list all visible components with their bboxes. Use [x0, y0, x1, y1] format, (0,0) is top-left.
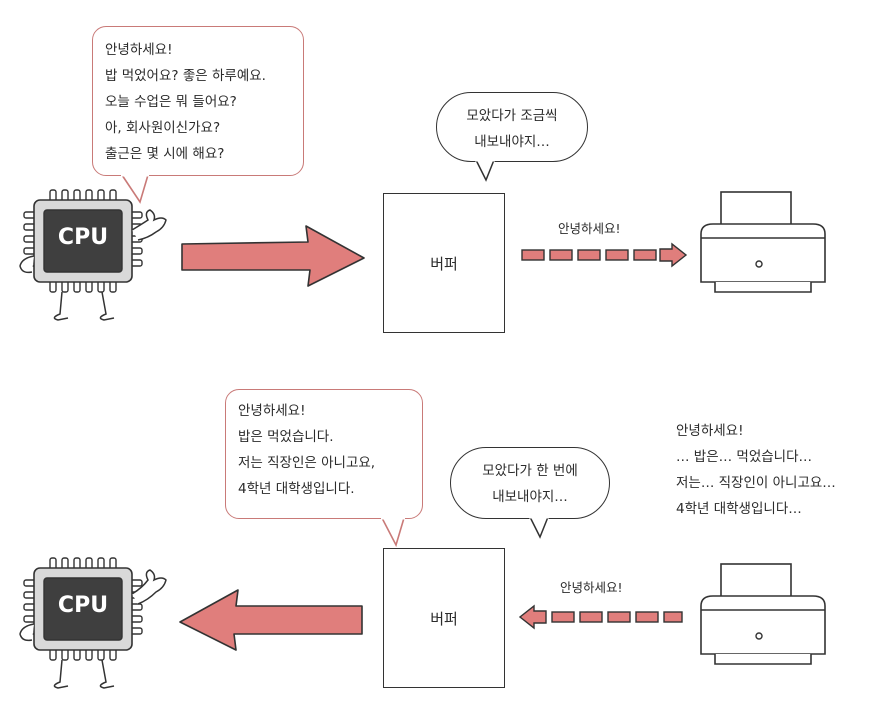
thought-line: 모았다가 한 번에	[482, 463, 578, 479]
transfer-text-bottom: 안녕하세요!	[560, 580, 623, 595]
speech-line: 밥 먹었어요? 좋은 하루예요.	[105, 68, 266, 84]
printer-text-line: 4학년 대학생입니다…	[676, 501, 802, 517]
thought-line: 내보내야지…	[474, 134, 550, 150]
speech-line: 안녕하세요!	[238, 403, 306, 419]
thought-line: 모았다가 조금씩	[466, 108, 558, 124]
buffer-thought-bubble-bottom: 모았다가 한 번에 내보내야지…	[450, 447, 610, 519]
speech-line: 저는 직장인은 아니고요,	[238, 455, 376, 471]
thought-line: 내보내야지…	[492, 489, 568, 505]
cpu-label-top: CPU	[57, 225, 109, 250]
buffer-box-bottom: 버퍼	[383, 548, 505, 688]
dashed-arrow-left	[518, 604, 683, 630]
speech-line: 오늘 수업은 뭐 들어요?	[105, 94, 237, 110]
arrow-left-large	[179, 589, 363, 651]
speech-bubble-tail-bottom	[381, 516, 405, 548]
speech-line: 밥은 먹었습니다.	[238, 429, 334, 445]
cpu-speech-bubble-top: 안녕하세요! 밥 먹었어요? 좋은 하루예요. 오늘 수업은 뭐 들어요? 아,…	[92, 26, 304, 176]
printer-text-line: … 밥은… 먹었습니다…	[676, 449, 813, 465]
cpu-label-bottom: CPU	[57, 593, 109, 618]
speech-line: 출근은 몇 시에 해요?	[105, 146, 225, 162]
printer-bottom	[700, 563, 826, 665]
speech-line: 아, 회사원이신가요?	[105, 120, 221, 136]
speech-line: 안녕하세요!	[105, 42, 173, 58]
buffer-label: 버퍼	[430, 609, 458, 628]
speech-line: 4학년 대학생입니다.	[238, 481, 355, 497]
arrow-right-large	[181, 225, 365, 287]
buffer-label: 버퍼	[430, 254, 458, 273]
buffer-speech-bubble-bottom: 안녕하세요! 밥은 먹었습니다. 저는 직장인은 아니고요, 4학년 대학생입니…	[225, 389, 423, 519]
printer-text-line: 저는… 직장인이 아니고요…	[676, 475, 836, 491]
buffer-thought-bubble-top: 모았다가 조금씩 내보내야지…	[436, 92, 588, 162]
thought-bubble-tail-bottom	[529, 515, 549, 539]
transfer-text-top: 안녕하세요!	[558, 221, 621, 236]
speech-bubble-tail-top	[121, 173, 149, 204]
printer-output-text: 안녕하세요! … 밥은… 먹었습니다… 저는… 직장인이 아니고요… 4학년 대…	[676, 418, 836, 522]
thought-bubble-tail-top	[475, 158, 495, 182]
buffer-box-top: 버퍼	[383, 193, 505, 333]
printer-text-line: 안녕하세요!	[676, 423, 744, 439]
dashed-arrow-right	[521, 242, 688, 268]
cpu-chip-bottom	[19, 557, 167, 689]
printer-top	[700, 191, 826, 293]
cpu-chip-top	[19, 189, 167, 321]
